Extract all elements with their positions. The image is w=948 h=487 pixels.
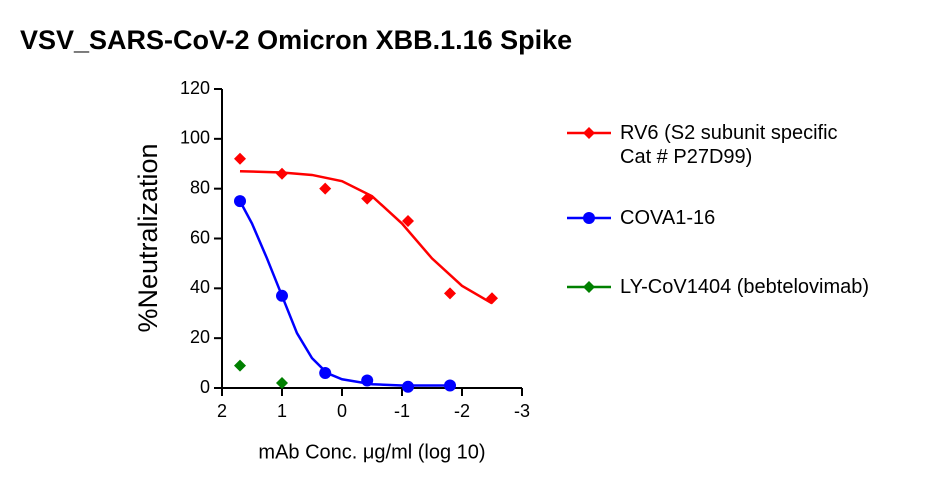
data-point — [276, 377, 288, 390]
data-point — [234, 359, 246, 372]
data-point — [234, 152, 246, 165]
x-tick-label: 1 — [277, 401, 287, 421]
x-tick-label: -2 — [454, 401, 470, 421]
data-point — [361, 192, 374, 205]
data-point — [319, 367, 332, 380]
data-point — [486, 292, 498, 305]
legend-label: RV6 (S2 subunit specific Cat # P27D99) — [620, 122, 838, 168]
legend-marker — [583, 212, 595, 224]
chart-title: VSV_SARS-CoV-2 Omicron XBB.1.16 Spike — [20, 25, 572, 55]
y-tick-label: 0 — [200, 377, 210, 397]
legend-label: COVA1-16 — [620, 207, 716, 229]
legend-marker — [583, 127, 595, 139]
y-tick-label: 120 — [180, 78, 210, 98]
data-point — [276, 167, 288, 180]
legend-label: LY-CoV1404 (bebtelovimab) — [620, 276, 870, 298]
fit-curve — [239, 169, 493, 305]
y-axis-label: %Neutralization — [133, 143, 163, 332]
data-point — [444, 287, 456, 300]
y-tick-label: 20 — [190, 327, 210, 347]
data-point — [402, 380, 414, 393]
data-point — [319, 182, 332, 195]
y-tick-label: 80 — [190, 177, 210, 197]
data-point — [444, 379, 456, 392]
data-point — [361, 374, 374, 387]
data-point — [402, 215, 414, 228]
y-tick-label: 60 — [190, 227, 210, 247]
legend-marker — [583, 281, 595, 293]
y-tick-label: 100 — [180, 128, 210, 148]
x-axis-label: mAb Conc. μg/ml (log 10) — [258, 441, 485, 463]
x-tick-label: -1 — [394, 401, 410, 421]
data-point — [276, 289, 288, 302]
data-point — [234, 195, 246, 208]
fit-curve — [238, 200, 450, 387]
x-tick-label: 2 — [217, 401, 227, 421]
y-tick-label: 40 — [190, 277, 210, 297]
x-tick-label: -3 — [514, 401, 530, 421]
x-tick-label: 0 — [337, 401, 347, 421]
